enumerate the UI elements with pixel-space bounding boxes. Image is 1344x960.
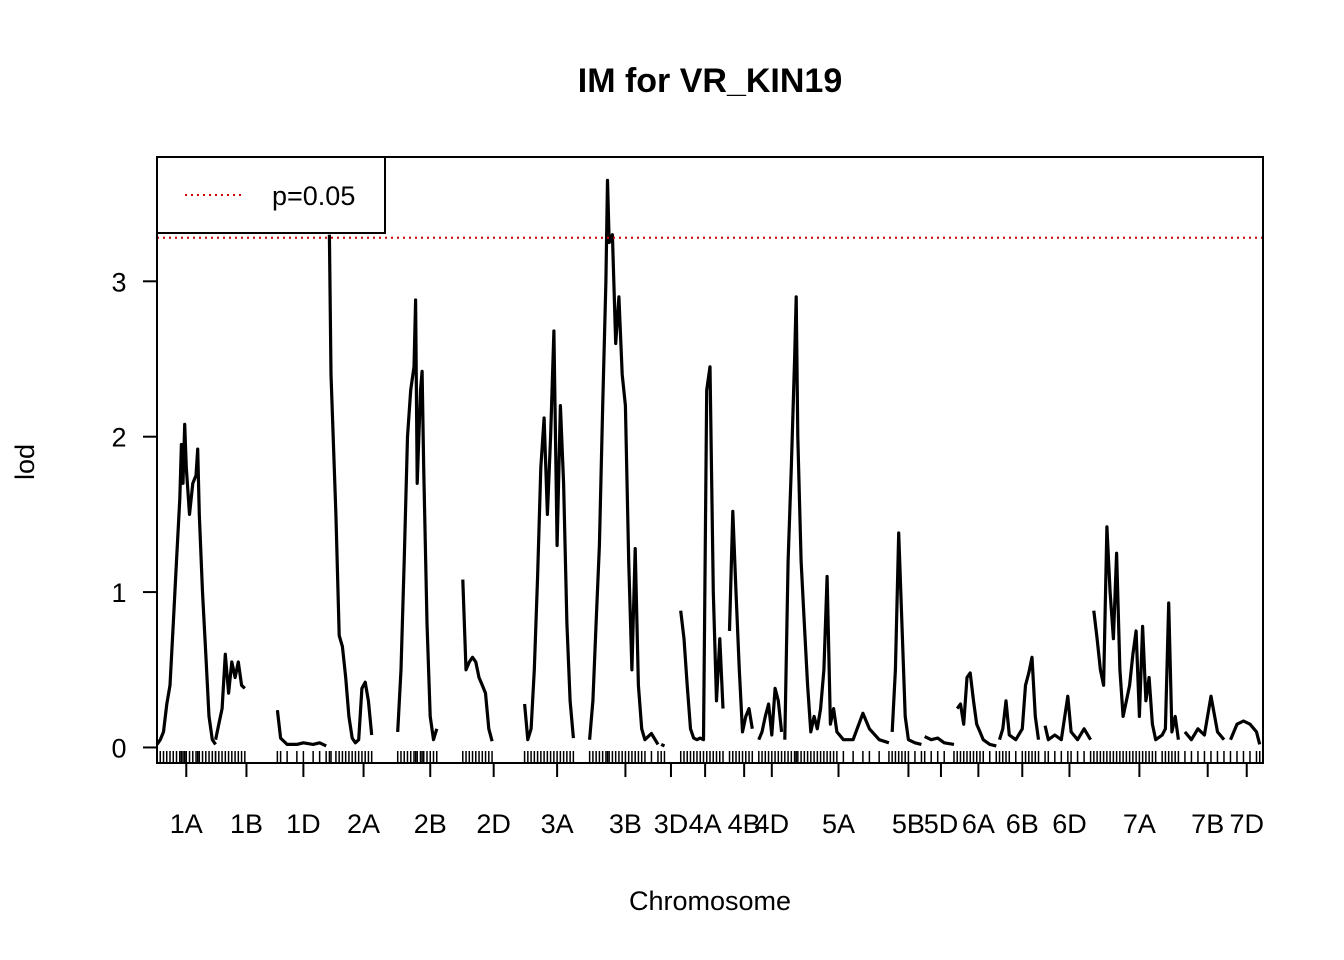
lod-line-5A (783, 295, 890, 745)
x-tick-label-4B: 4B (728, 809, 761, 839)
y-axis-label: lod (10, 444, 40, 480)
x-tick-label-3A: 3A (541, 809, 574, 839)
x-tick-label-7B: 7B (1191, 809, 1224, 839)
lod-line-3B (588, 178, 660, 746)
x-tick-label-3D: 3D (654, 809, 689, 839)
lod-line-3A (523, 329, 575, 742)
lod-line-1A (155, 422, 217, 746)
x-tick-label-5D: 5D (924, 809, 959, 839)
x-tick-label-6D: 6D (1052, 809, 1087, 839)
lod-line-7B (1183, 694, 1226, 742)
lod-line-6A (955, 671, 997, 748)
lod-line-4D (757, 686, 784, 741)
chart-title: IM for VR_KIN19 (578, 62, 843, 100)
x-tick-label-3B: 3B (609, 809, 642, 839)
lod-line-6D (1043, 694, 1092, 742)
lod-line-5B (890, 531, 922, 746)
x-tick-label-7A: 7A (1123, 809, 1156, 839)
lod-line-1D (275, 710, 327, 748)
x-tick-label-2A: 2A (347, 809, 380, 839)
y-tick-label-1: 1 (111, 578, 126, 608)
lod-line-6B (997, 655, 1041, 742)
y-tick-label-2: 2 (111, 423, 126, 453)
x-tick-label-2B: 2B (414, 809, 447, 839)
y-tick-label-3: 3 (111, 267, 126, 297)
lod-line-7D (1229, 719, 1262, 745)
plot-area (155, 178, 1262, 748)
lod-line-3D (660, 742, 666, 748)
marker-rug (156, 751, 1261, 763)
x-tick-label-1D: 1D (286, 809, 321, 839)
lod-line-4B (727, 509, 754, 734)
legend-box (156, 156, 386, 234)
x-tick-label-1A: 1A (170, 809, 203, 839)
x-tick-label-2D: 2D (476, 809, 511, 839)
y-axis: 0 1 2 3 (111, 267, 158, 763)
legend: p=0.05 (156, 156, 386, 234)
x-tick-label-4D: 4D (755, 809, 790, 839)
x-tick-label-6B: 6B (1006, 809, 1039, 839)
lod-line-2B (396, 298, 439, 742)
lod-line-4A (679, 365, 725, 742)
x-tick-label-4A: 4A (689, 809, 722, 839)
x-axis-label: Chromosome (629, 886, 791, 916)
lod-line-7A (1092, 525, 1180, 742)
x-tick-label-6A: 6A (962, 809, 995, 839)
x-tick-label-5A: 5A (822, 809, 855, 839)
y-tick-label-0: 0 (111, 733, 126, 763)
lod-line-1B (214, 652, 246, 741)
lod-line-5D (924, 735, 955, 746)
lod-line-2A (327, 234, 374, 745)
lod-line-2D (461, 579, 494, 742)
x-tick-label-1B: 1B (230, 809, 263, 839)
x-tick-label-5B: 5B (892, 809, 925, 839)
plot-frame (156, 156, 1264, 764)
legend-threshold-label: p=0.05 (272, 181, 355, 211)
x-tick-label-7D: 7D (1229, 809, 1264, 839)
